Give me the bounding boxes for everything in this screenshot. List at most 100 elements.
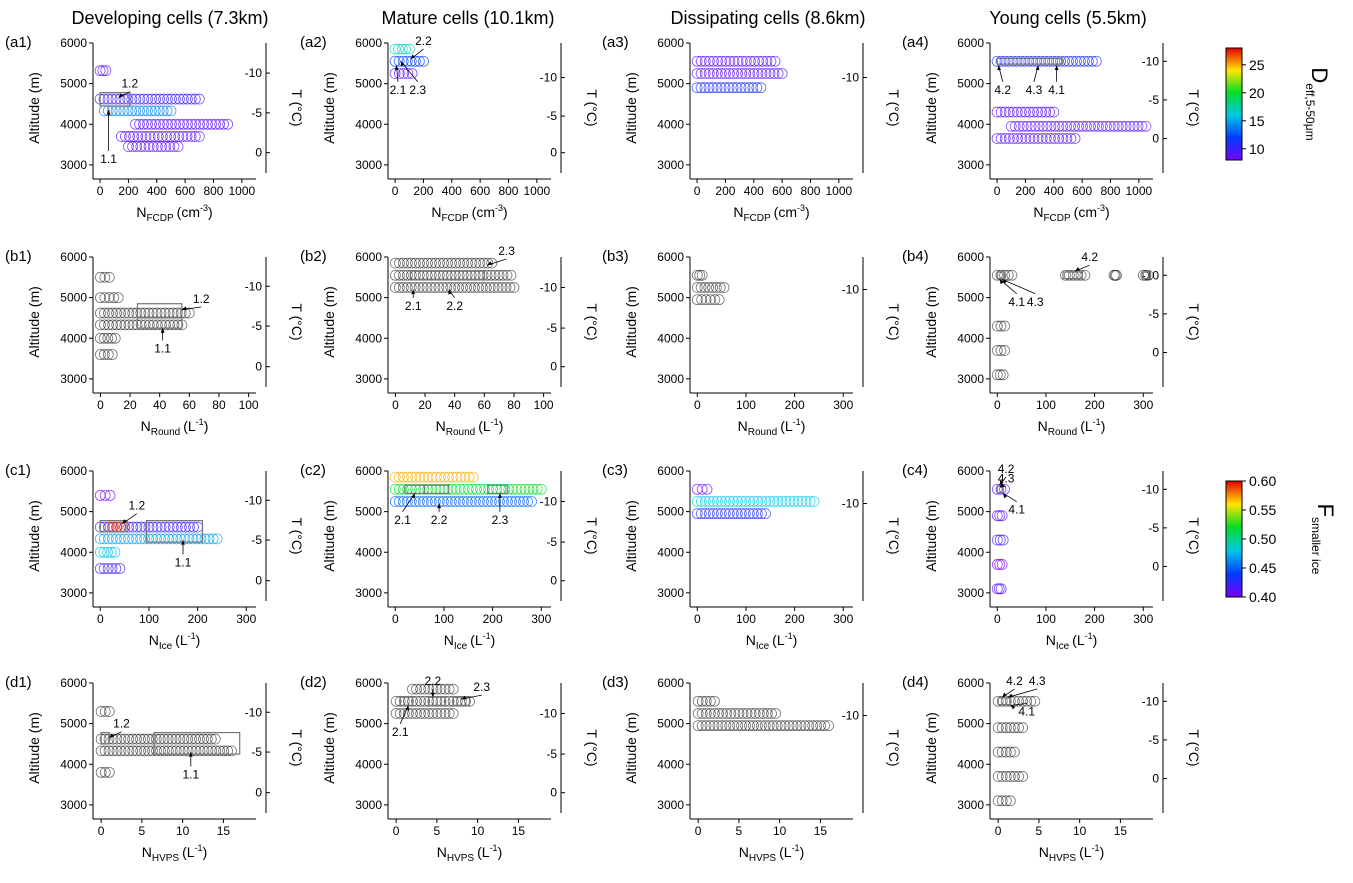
data-point [479,483,490,495]
y-tick-label: 3000 [657,158,684,172]
panel-label: (a3) [602,34,629,51]
data-point [1039,55,1051,67]
data-point [123,141,134,152]
data-point [98,349,110,360]
data-point [455,471,467,483]
data-point [458,483,470,495]
data-point [462,496,473,507]
data-point [804,496,816,507]
data-point [390,269,401,281]
data-point [459,471,471,483]
data-point [147,141,159,152]
data-point [99,292,111,304]
temperature-axis-label: T (°C) [584,303,600,340]
data-point [485,269,497,281]
data-point [723,508,735,520]
data-point [768,68,780,79]
data-point [99,766,111,778]
annotation-label: 4.1 [1018,705,1035,719]
data-point [694,269,706,281]
panel-c3: 3000 4000 5000 6000 0 100 200 300 -10 (c3) Altitud… [602,462,902,652]
colorbar-label-sub: eff,5-50μm [1303,83,1317,140]
data-point [724,68,735,79]
data-point [1025,120,1037,132]
data-point [154,93,166,105]
x-tick-label: 300 [1133,612,1153,626]
annotation-arrowhead [1035,65,1040,71]
y-tick-label: 4000 [60,331,87,345]
data-point [1003,106,1015,118]
data-point [162,745,174,757]
highlight-box [996,57,1063,65]
data-point [499,483,511,495]
x-tick-label: 0 [694,612,701,626]
temperature-axis-label: T (°C) [886,517,902,554]
y-tick-label: 5000 [657,291,684,305]
data-point [123,319,135,331]
data-point [696,294,708,306]
data-point [409,55,421,67]
data-point [749,708,761,719]
x-tick-label: 100 [239,398,259,412]
data-point [744,720,755,732]
data-point [1028,106,1039,118]
data-point [819,720,830,732]
data-point [515,483,527,495]
x-label-unit: (cm [774,204,797,220]
t-tick-label: 0 [550,146,557,160]
data-point [1025,695,1037,707]
data-point [155,745,166,757]
panel-label: (d3) [602,674,629,691]
x-tick-label: 80 [212,398,226,412]
y-tick-label: 6000 [657,36,684,50]
data-point [477,269,489,281]
x-label-tail: ) [499,418,504,434]
data-point [174,118,185,130]
y-tick-label: 5000 [957,77,984,91]
data-point [1065,133,1077,144]
x-axis-label: NIce (L-1) [149,631,201,652]
data-point [155,533,167,545]
data-point [504,282,516,293]
data-point [406,68,418,79]
data-point [464,695,475,707]
data-point [414,257,425,269]
highlight-box [997,697,1011,706]
x-label-exp: -1 [1085,631,1093,641]
data-point [143,533,155,545]
data-point [696,695,708,707]
data-point [443,683,455,695]
data-point [162,118,173,130]
x-tick-label: 0 [393,824,400,838]
x-tick-label: 300 [1133,398,1153,412]
highlight-box [136,316,183,329]
data-point [457,269,469,281]
highlight-box [423,484,450,494]
y-tick-label: 6000 [60,250,87,264]
data-point [190,733,201,745]
t-tick-label: -5 [546,109,557,123]
data-point [696,483,708,495]
data-point [1017,120,1029,132]
data-point [135,745,147,757]
annotation-arrowhead [109,733,115,738]
y-axis-label: Altitude (m) [321,712,337,784]
data-point [691,269,703,281]
data-point [199,533,211,545]
annotation-arrowhead [997,65,1002,71]
x-label-exp: -1 [792,843,800,853]
data-point [460,695,471,707]
y-tick-label: 4000 [657,757,684,771]
x-axis-label: NHVPS (L-1) [739,843,805,864]
data-point [703,55,715,67]
data-point [401,496,413,507]
data-point [1140,120,1152,132]
data-point [151,141,163,152]
data-point [769,55,781,67]
panel-label: (c3) [602,462,628,479]
data-point [198,733,209,745]
x-label-unit: (cm [1074,204,1097,220]
data-point [991,269,1003,281]
annotation-label: 2.3 [498,244,515,258]
